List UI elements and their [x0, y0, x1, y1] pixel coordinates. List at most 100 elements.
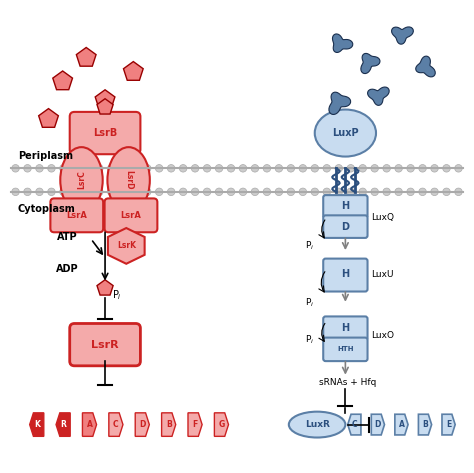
Text: A: A — [399, 420, 404, 429]
Text: LuxP: LuxP — [332, 128, 359, 138]
Text: P$_i$: P$_i$ — [305, 296, 315, 308]
Circle shape — [131, 188, 139, 196]
Circle shape — [96, 165, 103, 172]
FancyBboxPatch shape — [323, 195, 367, 218]
Text: B: B — [166, 420, 172, 429]
FancyBboxPatch shape — [323, 259, 367, 291]
Polygon shape — [348, 414, 361, 435]
Circle shape — [383, 165, 391, 172]
Circle shape — [24, 188, 31, 196]
Circle shape — [239, 188, 247, 196]
Circle shape — [287, 165, 295, 172]
Polygon shape — [442, 414, 455, 435]
Text: Periplasm: Periplasm — [18, 150, 73, 161]
Circle shape — [179, 165, 187, 172]
Circle shape — [144, 188, 151, 196]
Polygon shape — [214, 413, 228, 437]
Circle shape — [83, 165, 91, 172]
Circle shape — [179, 188, 187, 196]
Polygon shape — [97, 99, 113, 114]
Circle shape — [419, 165, 426, 172]
Text: LuxQ: LuxQ — [371, 213, 394, 222]
Text: LsrC: LsrC — [77, 171, 86, 190]
Polygon shape — [82, 413, 97, 437]
Circle shape — [36, 188, 43, 196]
Circle shape — [299, 165, 307, 172]
FancyBboxPatch shape — [323, 316, 367, 340]
FancyBboxPatch shape — [323, 338, 367, 361]
Text: P$_i$: P$_i$ — [305, 333, 315, 346]
Circle shape — [443, 188, 450, 196]
Circle shape — [311, 188, 319, 196]
Circle shape — [323, 165, 330, 172]
Circle shape — [395, 188, 402, 196]
Text: K: K — [34, 420, 40, 429]
FancyBboxPatch shape — [323, 215, 367, 238]
Circle shape — [48, 188, 55, 196]
Circle shape — [203, 165, 211, 172]
Ellipse shape — [315, 110, 376, 157]
Circle shape — [215, 188, 223, 196]
FancyBboxPatch shape — [105, 198, 157, 232]
Polygon shape — [188, 413, 202, 437]
Text: H: H — [341, 269, 349, 279]
Circle shape — [119, 188, 127, 196]
Polygon shape — [395, 414, 408, 435]
Circle shape — [275, 188, 283, 196]
Polygon shape — [417, 59, 436, 79]
Text: Cytoplasm: Cytoplasm — [18, 204, 76, 214]
Polygon shape — [123, 61, 143, 80]
Circle shape — [455, 188, 462, 196]
Circle shape — [60, 165, 67, 172]
Polygon shape — [329, 92, 351, 114]
Polygon shape — [369, 84, 388, 105]
Circle shape — [359, 188, 366, 196]
Circle shape — [251, 165, 259, 172]
Polygon shape — [419, 414, 432, 435]
Circle shape — [443, 165, 450, 172]
Polygon shape — [56, 413, 70, 437]
Circle shape — [239, 165, 247, 172]
Circle shape — [36, 165, 43, 172]
FancyBboxPatch shape — [70, 324, 140, 366]
Circle shape — [96, 188, 103, 196]
Polygon shape — [330, 36, 352, 53]
Circle shape — [72, 188, 79, 196]
Text: LsrR: LsrR — [91, 340, 119, 350]
FancyBboxPatch shape — [50, 198, 103, 232]
Polygon shape — [135, 413, 149, 437]
Polygon shape — [108, 228, 145, 264]
Polygon shape — [97, 280, 113, 295]
Circle shape — [12, 188, 19, 196]
Circle shape — [275, 165, 283, 172]
Text: C: C — [352, 420, 357, 429]
Text: H: H — [341, 323, 349, 333]
Polygon shape — [30, 413, 44, 437]
Circle shape — [167, 188, 175, 196]
Text: LsrA: LsrA — [120, 211, 141, 220]
Circle shape — [359, 165, 366, 172]
Circle shape — [215, 165, 223, 172]
Circle shape — [335, 188, 343, 196]
Polygon shape — [109, 413, 123, 437]
Circle shape — [347, 165, 355, 172]
Polygon shape — [360, 54, 379, 75]
Circle shape — [407, 188, 414, 196]
Circle shape — [48, 165, 55, 172]
Ellipse shape — [60, 147, 103, 213]
Polygon shape — [39, 109, 58, 127]
Text: C: C — [113, 420, 118, 429]
Text: sRNAs + Hfq: sRNAs + Hfq — [319, 378, 376, 387]
Circle shape — [371, 165, 378, 172]
Text: ADP: ADP — [56, 264, 79, 274]
Text: H: H — [341, 201, 349, 211]
Text: LsrD: LsrD — [124, 170, 133, 190]
Circle shape — [263, 165, 271, 172]
Text: P$_i$: P$_i$ — [112, 289, 122, 302]
Circle shape — [311, 165, 319, 172]
Circle shape — [155, 165, 163, 172]
FancyBboxPatch shape — [70, 112, 140, 154]
Ellipse shape — [108, 147, 150, 213]
Text: LsrK: LsrK — [117, 241, 136, 250]
Circle shape — [407, 165, 414, 172]
